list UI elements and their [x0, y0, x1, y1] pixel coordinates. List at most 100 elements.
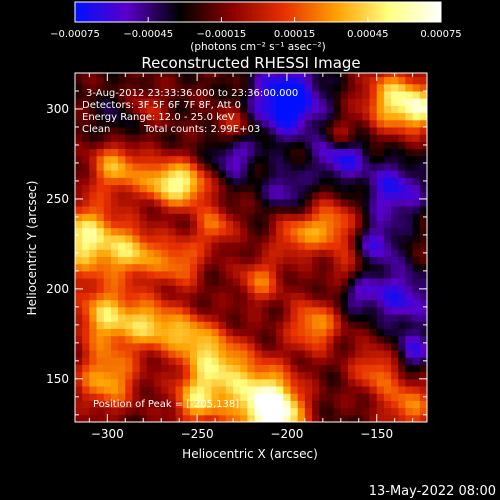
heatmap-cell	[89, 141, 98, 150]
heatmap-cell	[276, 134, 284, 142]
heatmap-cell	[319, 321, 327, 329]
heatmap-cell	[225, 386, 234, 394]
heatmap-cell	[96, 148, 105, 157]
heatmap-cell	[146, 400, 155, 409]
heatmap-cell	[297, 126, 306, 135]
heatmap-cell	[405, 83, 414, 92]
heatmap-cell	[355, 177, 363, 186]
heatmap-cell	[182, 148, 191, 157]
heatmap-cell	[261, 263, 270, 272]
heatmap-cell	[89, 112, 98, 121]
heatmap-cell	[412, 386, 421, 394]
heatmap-cell	[247, 170, 256, 178]
heatmap-cell	[261, 357, 270, 365]
heatmap-cell	[326, 198, 335, 207]
heatmap-cell	[132, 227, 141, 236]
heatmap-cell	[340, 177, 349, 186]
heatmap-cell	[161, 83, 169, 92]
heatmap-cell	[355, 134, 363, 142]
heatmap-cell	[118, 227, 126, 236]
heatmap-cell	[89, 83, 98, 92]
heatmap-cell	[376, 386, 385, 394]
heatmap-cell	[189, 112, 198, 121]
heatmap-cell	[154, 407, 162, 416]
heatmap-cell	[362, 90, 371, 99]
heatmap-cell	[304, 76, 313, 85]
heatmap-cell	[225, 299, 234, 308]
heatmap-cell	[132, 126, 141, 135]
heatmap-cell	[283, 213, 292, 222]
heatmap-cell	[218, 242, 227, 250]
heatmap-cell	[376, 198, 385, 207]
heatmap-cell	[110, 270, 119, 279]
heatmap-cell	[312, 170, 320, 178]
heatmap-cell	[225, 321, 234, 329]
heatmap-cell	[405, 90, 414, 99]
heatmap-cell	[161, 242, 169, 250]
heatmap-cell	[132, 83, 141, 92]
heatmap-cell	[118, 299, 126, 308]
colorbar-units-label: (photons cm⁻² s⁻¹ asec⁻²)	[190, 41, 325, 53]
heatmap-cell	[333, 263, 342, 272]
heatmap-cell	[233, 155, 241, 164]
heatmap-cell	[326, 256, 335, 265]
heatmap-cell	[290, 393, 299, 401]
heatmap-cell	[125, 105, 133, 114]
heatmap-cell	[412, 206, 421, 214]
heatmap-cell	[240, 206, 248, 214]
heatmap-cell	[132, 98, 141, 106]
heatmap-cell	[96, 206, 105, 214]
heatmap-cell	[118, 134, 126, 142]
heatmap-cell	[182, 386, 191, 394]
heatmap-cell	[369, 357, 378, 365]
heatmap-cell	[347, 148, 356, 157]
heatmap-cell	[82, 126, 90, 135]
heatmap-cell	[96, 198, 105, 207]
heatmap-cell	[254, 263, 263, 272]
heatmap-cell	[268, 184, 277, 193]
heatmap-cell	[218, 357, 227, 365]
heatmap-cell	[362, 162, 371, 171]
heatmap-cell	[89, 170, 98, 178]
heatmap-cell	[405, 321, 414, 329]
heatmap-cell	[412, 134, 421, 142]
heatmap-cell	[96, 364, 105, 373]
heatmap-cell	[312, 371, 320, 380]
heatmap-cell	[405, 119, 414, 128]
heatmap-cell	[276, 90, 284, 99]
heatmap-cell	[254, 177, 263, 186]
heatmap-cell	[139, 184, 148, 193]
heatmap-cell	[268, 357, 277, 365]
heatmap-cell	[283, 357, 292, 365]
heatmap-cell	[89, 98, 98, 106]
heatmap-cell	[254, 170, 263, 178]
heatmap-cell	[319, 76, 327, 85]
heatmap-cell	[268, 263, 277, 272]
heatmap-cell	[355, 227, 363, 236]
heatmap-cell	[75, 386, 83, 394]
heatmap-cell	[154, 364, 162, 373]
heatmap-cell	[233, 306, 241, 315]
heatmap-cell	[125, 306, 133, 315]
heatmap-cell	[139, 148, 148, 157]
heatmap-cell	[96, 105, 105, 114]
heatmap-cell	[319, 134, 327, 142]
heatmap-cell	[118, 177, 126, 186]
heatmap-cell	[233, 314, 241, 322]
heatmap-cell	[261, 299, 270, 308]
heatmap-cell	[110, 177, 119, 186]
heatmap-cell	[103, 386, 112, 394]
heatmap-cell	[182, 328, 191, 337]
heatmap-cell	[340, 213, 349, 222]
heatmap-cell	[168, 357, 177, 365]
heatmap-cell	[118, 270, 126, 279]
heatmap-cell	[355, 220, 363, 229]
heatmap-cell	[247, 141, 256, 150]
heatmap-cell	[412, 299, 421, 308]
heatmap-cell	[204, 400, 212, 409]
heatmap-cell	[347, 170, 356, 178]
heatmap-cell	[383, 184, 392, 193]
heatmap-cell	[405, 306, 414, 315]
heatmap-cell	[398, 400, 406, 409]
heatmap-cell	[297, 285, 306, 293]
